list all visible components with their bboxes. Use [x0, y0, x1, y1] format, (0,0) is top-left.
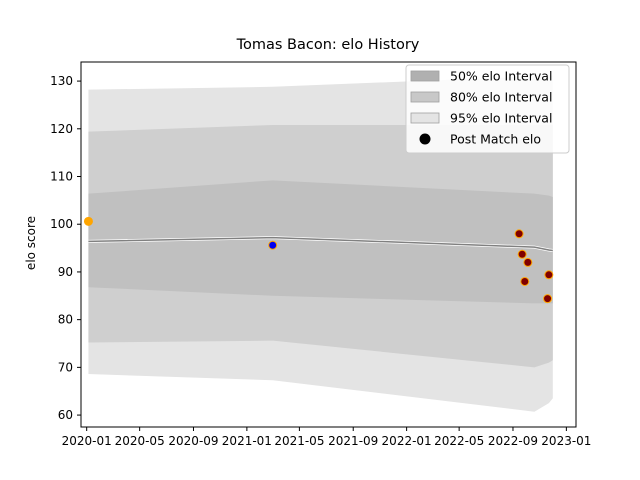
axes-frame — [80, 61, 577, 428]
post-match-point-4 — [523, 257, 533, 267]
x-tick-label: 2021-05 — [274, 434, 324, 448]
legend-marker-3 — [419, 133, 431, 145]
post-match-point-7 — [543, 294, 553, 304]
y-tick-label: 70 — [58, 360, 73, 374]
y-tick-label: 60 — [58, 408, 73, 422]
legend: 50% elo Interval 80% elo Interval 95% elo … — [405, 64, 570, 154]
x-tick-label: 2020-01 — [62, 434, 112, 448]
legend-box — [405, 64, 570, 154]
axes: 60 70 80 90 100 110 120 130 2020-01 2020-05 2020-0… — [50, 61, 591, 448]
y-tick-label: 120 — [50, 122, 73, 136]
y-tick-label: 130 — [50, 74, 73, 88]
band-ci50 — [88, 180, 553, 304]
post-match-point-5 — [520, 276, 530, 286]
x-tick-label: 2021-09 — [328, 434, 378, 448]
x-tick-label: 2021-01 — [222, 434, 272, 448]
post-match-point-3 — [517, 249, 527, 259]
legend-label-2: 95% elo Interval — [450, 111, 552, 126]
legend-label-3: Post Match elo — [450, 132, 541, 147]
plot-area — [83, 75, 554, 412]
post-match-point-2 — [514, 229, 524, 239]
x-tick-label: 2023-01 — [541, 434, 591, 448]
legend-label-0: 50% elo Interval — [450, 69, 552, 84]
y-tick-label: 110 — [50, 170, 73, 184]
y-tick-label: 100 — [50, 217, 73, 231]
y-axis-label: elo score — [24, 216, 38, 270]
legend-swatch-0 — [410, 70, 440, 82]
x-tick-label: 2020-05 — [115, 434, 165, 448]
x-tick-label: 2022-05 — [434, 434, 484, 448]
legend-swatch-2 — [410, 112, 440, 124]
x-tick-label: 2022-01 — [382, 434, 432, 448]
legend-label-1: 80% elo Interval — [450, 90, 552, 105]
post-match-point-6 — [544, 270, 554, 280]
post-match-point-0 — [83, 216, 93, 226]
post-match-point-1 — [268, 240, 278, 250]
mean-line — [88, 236, 553, 252]
y-tick-label: 80 — [58, 313, 73, 327]
x-tick-label: 2022-09 — [488, 434, 538, 448]
x-tick-label: 2020-09 — [168, 434, 218, 448]
chart-title: Tomas Bacon: elo History — [236, 37, 420, 53]
y-tick-label: 90 — [58, 265, 73, 279]
legend-swatch-1 — [410, 91, 440, 103]
